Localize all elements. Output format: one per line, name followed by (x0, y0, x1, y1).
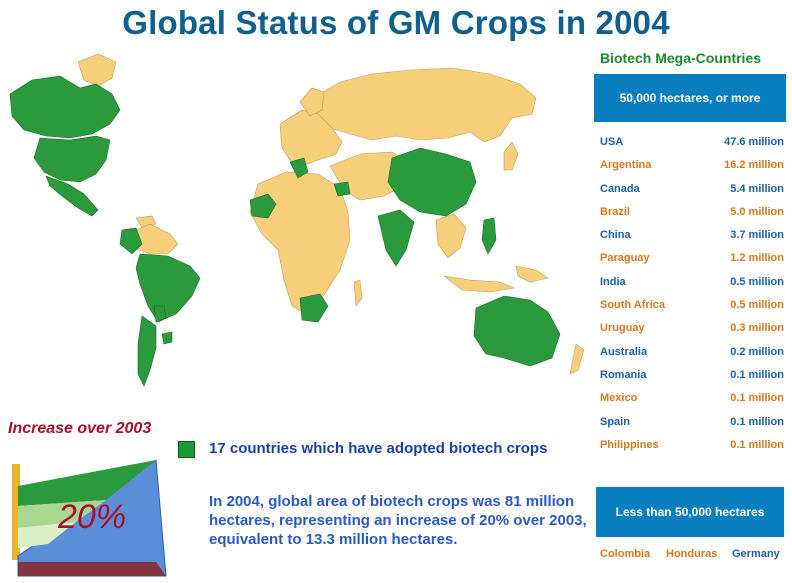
country-name: Australia (600, 345, 648, 358)
country-name: South Africa (600, 299, 665, 312)
germany (289, 157, 309, 179)
india (377, 209, 415, 267)
country-value: 3.7 million (730, 229, 784, 242)
country-name: Brazil (600, 205, 630, 218)
paraguay (153, 305, 167, 323)
canada (9, 75, 121, 139)
country-value: 16.2 million (724, 159, 784, 172)
small-threshold-box: Less than 50,000 hectares (596, 487, 784, 537)
country-value: 0.5 million (730, 299, 784, 312)
small-country: Germany (732, 548, 780, 560)
country-row: Paraguay 1.2 million (592, 248, 788, 271)
country-name: Romania (600, 368, 647, 381)
country-value: 5.4 million (730, 182, 784, 195)
brazil (135, 253, 201, 323)
legend-swatch-icon (178, 441, 195, 458)
country-value: 5.0 million (730, 205, 784, 218)
world-map (9, 53, 585, 387)
country-value: 47.6 million (724, 136, 784, 148)
country-row: Mexico 0.1 million (592, 388, 788, 411)
country-name: USA (600, 136, 624, 148)
madagascar (353, 279, 363, 307)
country-name: Spain (600, 415, 630, 428)
green-band-light (18, 500, 106, 528)
panel-title: Biotech Mega-Countries (600, 50, 762, 66)
indonesia (442, 275, 516, 293)
spain (249, 193, 277, 219)
green-band-pale (18, 522, 76, 548)
country-row: Brazil 5.0 million (592, 202, 788, 225)
country-row: Romania 0.1 million (592, 365, 788, 388)
scandinavia (299, 87, 325, 117)
mega-countries-panel: Biotech Mega-Countries 50,000 hectares, … (592, 44, 788, 464)
country-row: Canada 5.4 million (592, 179, 788, 202)
country-name: Paraguay (600, 252, 650, 265)
country-name: China (600, 229, 631, 242)
country-value: 0.3 million (730, 322, 784, 335)
new-zealand (569, 343, 585, 375)
uruguay (161, 331, 173, 345)
small-country: Colombia (600, 548, 651, 560)
increase-title: Increase over 2003 (8, 420, 152, 437)
country-row: India 0.5 million (592, 272, 788, 295)
country-row: China 3.7 million (592, 225, 788, 248)
new-guinea (515, 265, 549, 283)
africa (249, 171, 351, 315)
russia (309, 67, 537, 143)
south-africa (299, 293, 329, 323)
increase-value: 20% (57, 498, 126, 536)
red-base (18, 562, 166, 576)
country-row: South Africa 0.5 million (592, 295, 788, 318)
country-row: Philippines 0.1 million (592, 435, 788, 458)
country-list: USA 47.6 million Argentina 16.2 million Ca… (592, 132, 788, 458)
country-row: Uruguay 0.3 million (592, 318, 788, 341)
increase-graphic: 20% (12, 459, 167, 577)
country-value: 0.5 million (730, 275, 784, 288)
country-value: 0.1 million (730, 415, 784, 428)
green-band-dark (18, 460, 156, 506)
usa (33, 135, 111, 183)
country-value: 0.1 million (730, 368, 784, 381)
country-value: 1.2 million (730, 252, 784, 265)
yellow-bar (12, 464, 20, 560)
small-country: Honduras (666, 548, 718, 560)
japan (503, 141, 519, 171)
colombia (119, 227, 143, 255)
southeast-asia (435, 213, 467, 259)
australia (473, 295, 561, 367)
country-name: Philippines (600, 438, 659, 451)
legend-text: 17 countries which have adopted biotech … (209, 440, 548, 457)
country-row: Spain 0.1 million (592, 412, 788, 435)
page-title: Global Status of GM Crops in 2004 (122, 4, 670, 41)
country-value: 0.2 million (730, 345, 784, 358)
description-text: In 2004, global area of biotech crops wa… (209, 493, 587, 548)
country-name: Mexico (600, 392, 638, 405)
mexico (45, 175, 99, 217)
argentina (137, 315, 157, 387)
country-value: 0.1 million (730, 392, 784, 405)
country-row: USA 47.6 million (592, 132, 788, 155)
country-name: Argentina (600, 159, 652, 172)
country-name: Uruguay (600, 322, 645, 335)
china (387, 147, 477, 217)
large-threshold-box: 50,000 hectares, or more (594, 74, 786, 122)
country-row: Argentina 16.2 million (592, 155, 788, 178)
country-name: Canada (600, 182, 640, 195)
philippines (481, 217, 497, 255)
country-value: 0.1 million (730, 438, 784, 451)
greenland (77, 53, 117, 87)
country-row: Australia 0.2 million (592, 342, 788, 365)
country-name: India (600, 275, 626, 288)
romania (333, 181, 351, 197)
